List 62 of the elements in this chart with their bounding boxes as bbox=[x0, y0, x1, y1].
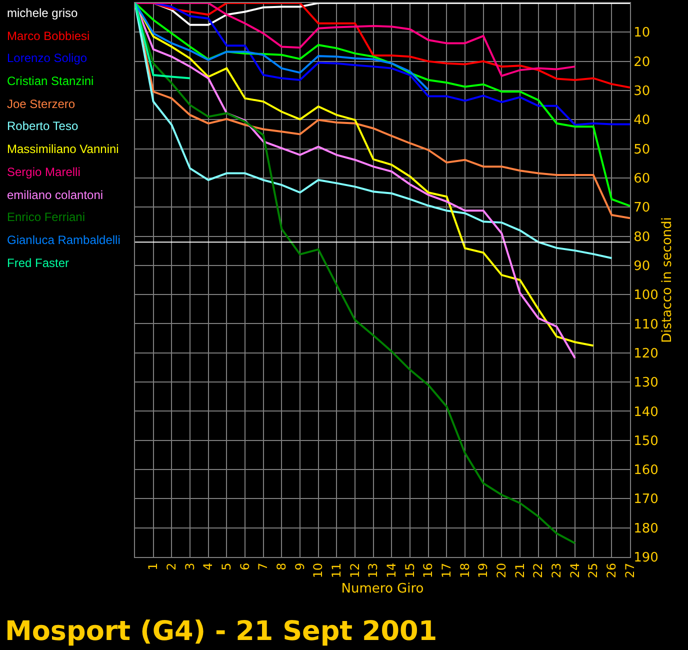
x-tick-label: 22 bbox=[531, 562, 546, 578]
y-tick-label: 140 bbox=[634, 404, 658, 420]
x-tick-label: 10 bbox=[311, 562, 326, 578]
x-tick-label: 5 bbox=[220, 562, 234, 570]
y-tick-label: 180 bbox=[634, 521, 658, 536]
x-tick-label: 14 bbox=[384, 562, 399, 578]
y-tick-label: 20 bbox=[634, 54, 650, 70]
text: michele griso bbox=[7, 6, 78, 20]
x-tick-label: 13 bbox=[366, 562, 380, 578]
text: Lorenzo Soligo bbox=[7, 51, 88, 65]
line-series bbox=[135, 3, 576, 77]
x-tick-label: 21 bbox=[512, 562, 527, 578]
x-tick-label: 9 bbox=[292, 562, 307, 570]
text: emiliano colantoni bbox=[7, 188, 104, 202]
text: Fred Faster bbox=[7, 256, 70, 270]
y-tick-label: 170 bbox=[634, 492, 658, 508]
y-tick-label: 100 bbox=[634, 288, 658, 304]
x-tick-label: 26 bbox=[604, 562, 619, 578]
y-tick-label: 30 bbox=[634, 84, 650, 100]
y-tick-label: 60 bbox=[634, 172, 650, 186]
text: Mosport (G4) - 21 Sept 2001 bbox=[5, 616, 438, 647]
x-tick-label: 20 bbox=[494, 562, 509, 578]
text: Roberto Teso bbox=[7, 119, 78, 133]
x-tick-label: 23 bbox=[550, 562, 564, 578]
text: Enrico Ferriani bbox=[7, 210, 86, 224]
x-tick-label: 7 bbox=[256, 562, 270, 570]
text: Cristian Stanzini bbox=[7, 74, 94, 88]
x-tick-label: 11 bbox=[330, 562, 344, 578]
y-tick-label: 70 bbox=[634, 200, 650, 216]
x-tick-label: 1 bbox=[146, 562, 160, 570]
x-tick-label: 25 bbox=[586, 562, 600, 578]
y-tick-label: 10 bbox=[634, 26, 650, 41]
y-tick-label: 130 bbox=[634, 376, 658, 391]
x-tick-label: 8 bbox=[274, 562, 289, 570]
text: Marco Bobbiesi bbox=[7, 29, 90, 43]
text: Massimiliano Vannini bbox=[7, 142, 119, 156]
y-tick-label: 80 bbox=[634, 230, 650, 245]
y-tick-label: 150 bbox=[634, 434, 658, 449]
x-tick-label: 6 bbox=[238, 562, 252, 570]
x-tick-label: 18 bbox=[458, 562, 472, 578]
x-tick-label: 16 bbox=[421, 562, 436, 578]
y-tick-label: 90 bbox=[634, 258, 650, 274]
x-tick-label: 4 bbox=[201, 562, 216, 570]
x-axis-title: Numero Giro bbox=[341, 582, 424, 597]
x-tick-label: 12 bbox=[348, 562, 362, 578]
y-tick-label: 50 bbox=[634, 142, 650, 158]
x-tick-label: 24 bbox=[568, 562, 582, 578]
text: Sergio Marelli bbox=[7, 165, 80, 179]
line-series bbox=[135, 3, 430, 91]
y-tick-label: 120 bbox=[634, 346, 658, 362]
x-tick-label: 19 bbox=[476, 562, 490, 578]
y-tick-label: 160 bbox=[634, 463, 658, 478]
x-tick-label: 17 bbox=[440, 562, 454, 578]
text: Gianluca Rambaldelli bbox=[7, 233, 120, 247]
x-tick-label: 3 bbox=[182, 562, 197, 570]
y-axis-title: Distacco in secondi bbox=[660, 217, 676, 343]
y-tick-label: 110 bbox=[634, 317, 658, 332]
text: Joe Sterzero bbox=[7, 97, 76, 111]
x-tick-label: 2 bbox=[164, 562, 179, 570]
y-tick-label: 40 bbox=[634, 113, 650, 128]
line-series bbox=[135, 3, 191, 80]
x-tick-label: 15 bbox=[402, 562, 417, 578]
